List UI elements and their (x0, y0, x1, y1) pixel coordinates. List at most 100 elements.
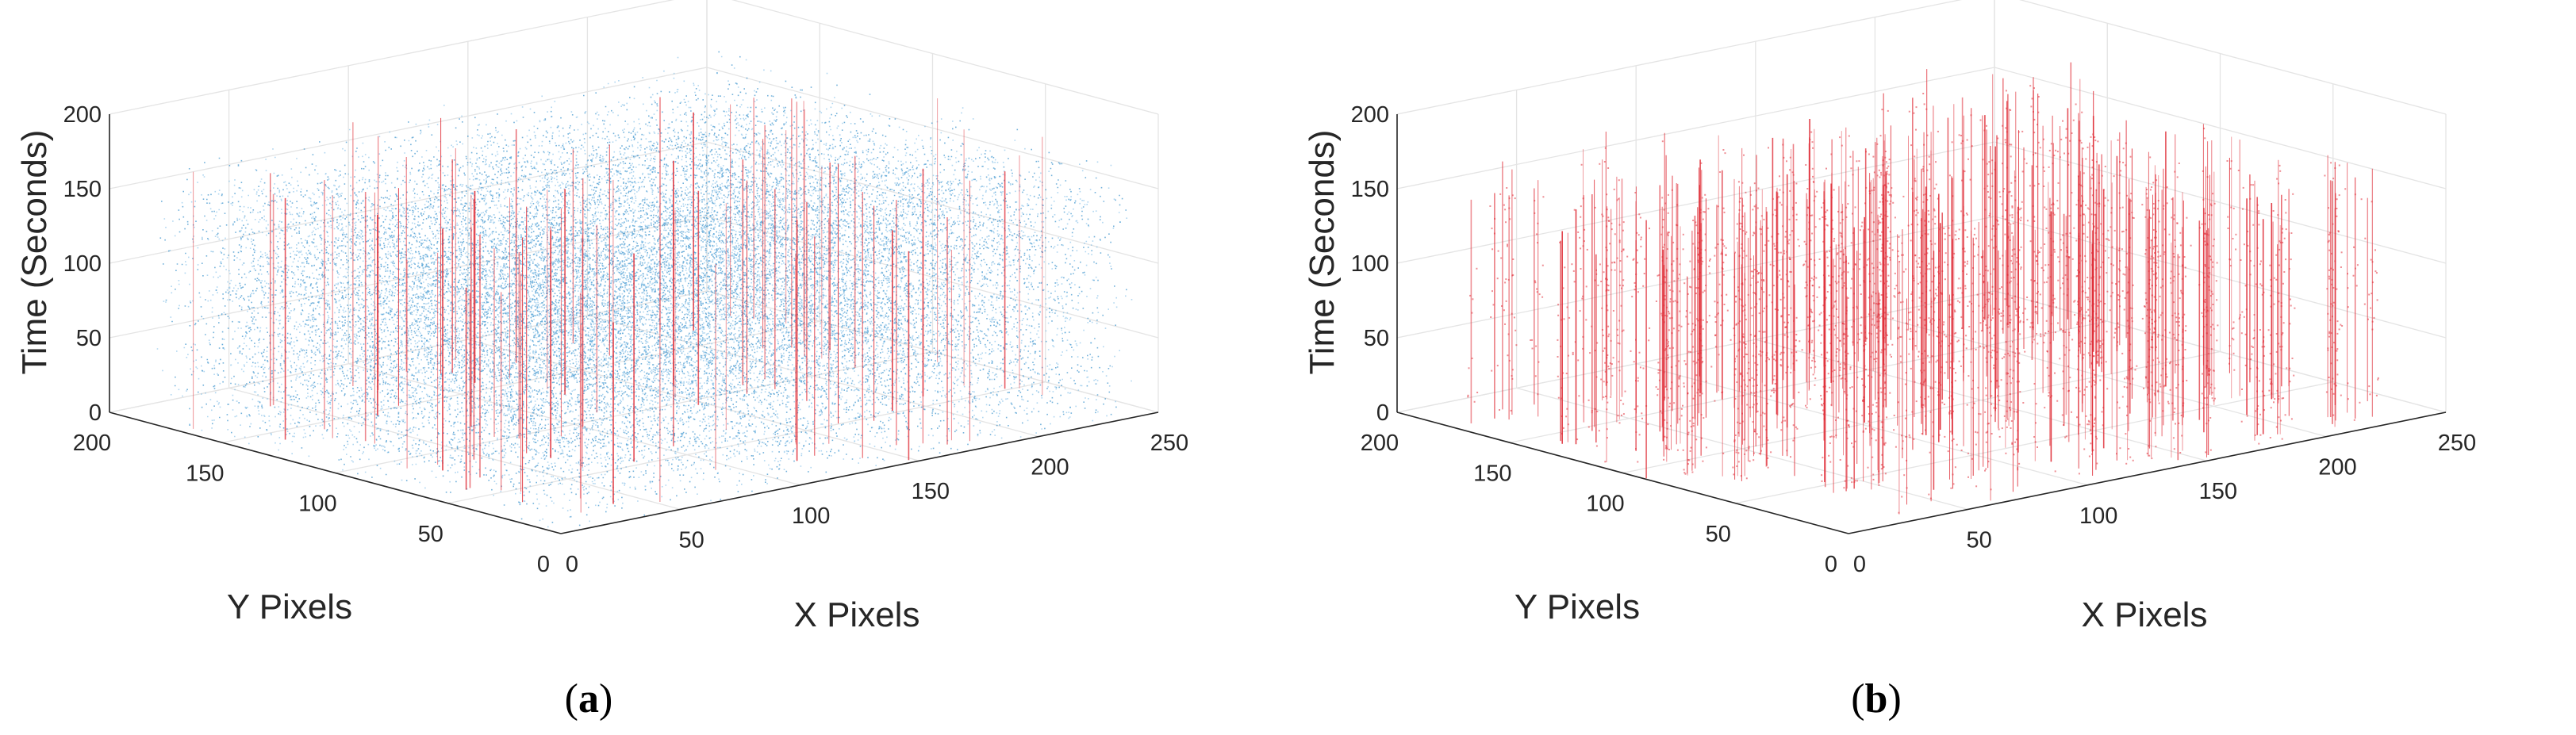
event-point (1910, 311, 1912, 313)
event-point (2175, 339, 2178, 341)
event-point (2330, 162, 2332, 164)
event-point (2204, 240, 2206, 243)
event-point (1991, 319, 1993, 321)
event-point (1741, 257, 1744, 259)
event-point (2097, 354, 2099, 356)
event-point (2104, 250, 2106, 252)
event-point (2212, 266, 2214, 268)
event-point (2213, 238, 2215, 240)
event-point (2094, 201, 2097, 204)
event-point (1779, 189, 1781, 191)
event-point (1507, 354, 1509, 357)
event-point (1987, 423, 1990, 425)
event-point (2052, 301, 2055, 304)
event-point (2067, 163, 2070, 166)
event-point (1821, 334, 1823, 336)
event-point (2153, 236, 2156, 239)
event-point (1918, 257, 1921, 259)
event-point (1768, 358, 1770, 361)
event-point (1473, 400, 1476, 403)
event-point (2285, 228, 2287, 231)
y-tick-label: 100 (1586, 492, 1624, 517)
event-point (2126, 292, 2129, 294)
event-point (1492, 304, 1495, 306)
event-point (1932, 421, 1934, 423)
event-point (2010, 420, 2013, 422)
event-point (1960, 365, 1962, 367)
event-point (1982, 255, 1984, 258)
event-point (2156, 179, 2158, 182)
event-point (2158, 402, 2160, 404)
event-point (1828, 315, 1830, 316)
event-point (1905, 372, 1907, 374)
event-point (2213, 202, 2216, 205)
event-point (1910, 367, 1912, 369)
event-point (2096, 462, 2098, 465)
event-point (1878, 169, 1880, 171)
event-point (1491, 248, 1494, 251)
event-point (2009, 190, 2011, 193)
event-point (1825, 358, 1827, 360)
event-point (1836, 290, 1838, 293)
event-point (2203, 128, 2206, 130)
event-point (1467, 394, 1469, 396)
event-point (1577, 231, 1580, 233)
event-point (2036, 333, 2038, 335)
event-point (1881, 193, 1883, 196)
event-point (1904, 383, 1906, 385)
y-axis-label: Y Pixels (227, 588, 352, 626)
event-point (1689, 260, 1691, 262)
event-point (1888, 203, 1891, 205)
event-point (2169, 389, 2171, 391)
event-point (1843, 323, 1845, 325)
event-point (1825, 297, 1828, 299)
event-point (2157, 334, 2159, 336)
event-point (2009, 407, 2011, 409)
wall-gridline-z (706, 67, 1159, 189)
event-point (1782, 419, 1784, 422)
event-point (2289, 367, 2291, 369)
event-point (2014, 180, 2017, 182)
event-point (1937, 270, 1940, 273)
event-point (1890, 195, 1892, 197)
event-point (2087, 207, 2089, 209)
event-point (1986, 163, 1988, 165)
event-point (1497, 250, 1499, 252)
event-point (2344, 188, 2347, 190)
event-point (2108, 239, 2110, 242)
event-point (1687, 433, 1689, 435)
event-point (1933, 297, 1936, 300)
event-point (2087, 298, 2089, 301)
event-point (1567, 423, 1569, 426)
event-point (1987, 314, 1990, 316)
event-point (1754, 362, 1756, 364)
event-point (1991, 239, 1993, 241)
event-point (2083, 343, 2086, 344)
event-point (1534, 375, 1537, 377)
event-point (1471, 358, 1473, 359)
event-point (1596, 342, 1599, 344)
event-point (2093, 355, 2095, 358)
event-point (2172, 301, 2175, 304)
event-point (2016, 411, 2018, 413)
event-point (2174, 408, 2176, 410)
event-point (2074, 300, 2076, 302)
event-point (1780, 429, 1783, 431)
event-point (2059, 358, 2061, 360)
event-point (1964, 251, 1966, 253)
event-point (2063, 354, 2066, 356)
event-point (2217, 324, 2219, 327)
event-point (1901, 242, 1903, 244)
event-point (2090, 277, 2092, 279)
event-point (2050, 207, 2052, 209)
event-point (2071, 132, 2073, 134)
event-point (1697, 261, 1699, 263)
event-point (2129, 155, 2132, 158)
event-point (2332, 392, 2335, 395)
event-point (1469, 294, 1472, 297)
event-point (1769, 263, 1772, 266)
event-point (1505, 278, 1507, 281)
event-point (1903, 474, 1906, 477)
x-tick-label: 100 (2079, 503, 2117, 529)
event-point (2162, 367, 2164, 369)
